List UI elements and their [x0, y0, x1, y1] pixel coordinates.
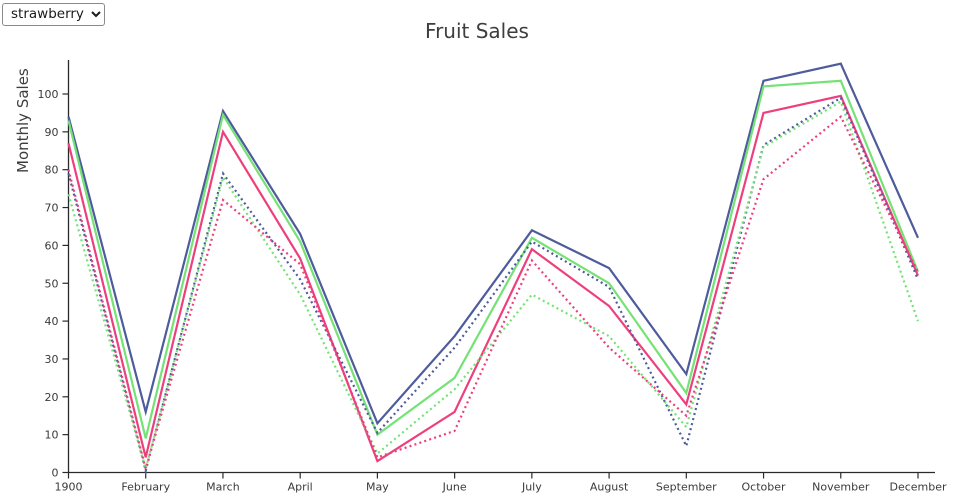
x-tick-label: May — [366, 481, 389, 494]
x-tick-label: July — [521, 481, 542, 494]
x-tick-label: March — [206, 481, 240, 494]
series-line-navy-solid — [67, 62, 920, 426]
series-line-pink-dotted — [67, 114, 919, 473]
series-line-navy-dotted — [67, 96, 920, 475]
x-tick-label: August — [590, 481, 629, 494]
series-line-green-solid — [67, 79, 920, 439]
x-tick-label: November — [812, 481, 870, 494]
y-tick-label: 40 — [45, 315, 59, 328]
y-tick-label: 50 — [45, 277, 59, 290]
y-tick-label: 90 — [45, 126, 59, 139]
chart-title: Fruit Sales — [425, 19, 529, 43]
x-tick-label: October — [742, 481, 786, 494]
series-line-pink-solid — [67, 94, 920, 463]
y-tick-label: 30 — [45, 353, 59, 366]
y-tick-label: 80 — [45, 164, 59, 177]
y-tick-label: 20 — [45, 391, 59, 404]
series-line-green-dotted — [67, 99, 920, 473]
y-tick-label: 100 — [38, 88, 59, 101]
x-tick-label: September — [656, 481, 717, 494]
y-tick-label: 60 — [45, 239, 59, 252]
x-tick-label: 1900 — [55, 481, 83, 494]
x-tick-label: June — [442, 481, 467, 494]
y-axis-title: Monthly Sales — [14, 68, 32, 173]
x-tick-label: February — [121, 481, 170, 494]
fruit-select[interactable]: strawberry — [2, 3, 105, 26]
y-tick-label: 10 — [45, 429, 59, 442]
y-tick-label: 70 — [45, 202, 59, 215]
y-tick-label: 0 — [52, 467, 59, 480]
x-tick-label: April — [288, 481, 313, 494]
x-tick-label: December — [889, 481, 947, 494]
